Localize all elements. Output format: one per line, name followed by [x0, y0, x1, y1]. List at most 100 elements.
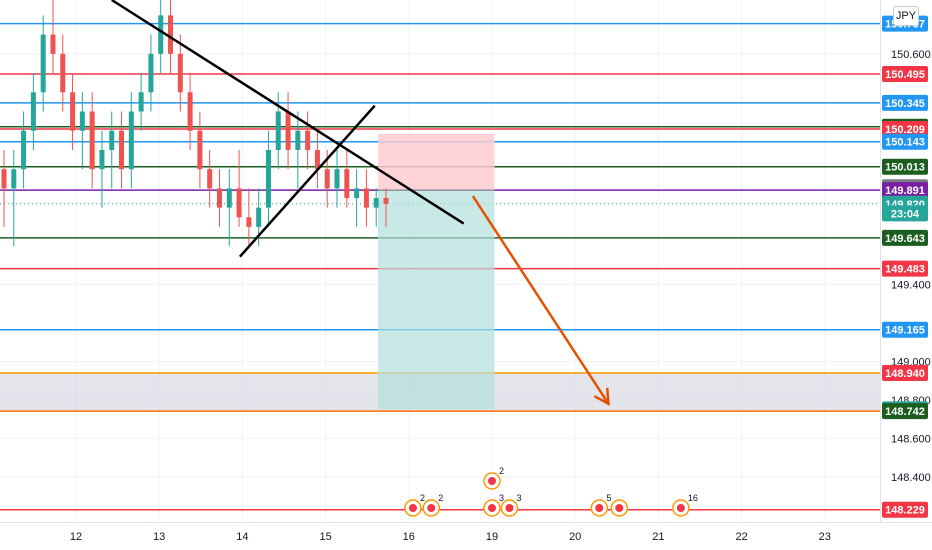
x-tick-label: 15 — [319, 531, 331, 543]
flag-icon-inner — [488, 477, 496, 485]
price-tag: 150.143 — [882, 133, 928, 150]
candle-body — [128, 111, 134, 170]
y-tick-label: 148.400 — [891, 472, 931, 484]
flag-icon-inner — [595, 504, 604, 512]
event-marker[interactable]: 5 — [590, 493, 611, 517]
event-marker[interactable]: 2 — [483, 466, 504, 490]
price-tag: 149.891 — [882, 182, 928, 199]
candle-body — [30, 92, 36, 131]
projection-arrow-shaft[interactable] — [471, 195, 610, 405]
price-tag-label: 23:04 — [891, 208, 920, 220]
candle-body — [305, 130, 311, 150]
price-tag-label: 150.345 — [885, 98, 925, 110]
price-tag-label: 150.013 — [885, 162, 925, 174]
candle-body — [187, 92, 193, 131]
candle-body — [216, 188, 222, 208]
currency-badge[interactable]: JPY — [893, 6, 919, 26]
price-tag-bg — [882, 158, 928, 175]
candle-body — [275, 111, 281, 150]
candle-body — [138, 92, 144, 112]
event-marker[interactable]: 2 — [404, 493, 425, 517]
price-tag: 149.483 — [882, 260, 928, 277]
event-marker[interactable]: 16 — [672, 493, 698, 517]
x-tick-label: 12 — [70, 531, 82, 543]
candle-body — [207, 169, 213, 189]
price-tag-label: 148.940 — [885, 368, 925, 380]
flag-icon-inner — [427, 504, 436, 512]
price-tag-bg — [882, 182, 928, 199]
price-tag-bg — [882, 121, 928, 138]
price-tag: 150.345 — [882, 94, 928, 111]
trendline[interactable] — [238, 104, 376, 258]
x-tick-label: 23 — [819, 531, 831, 543]
flag-icon-inner — [676, 504, 685, 512]
event-marker[interactable]: 3 — [500, 493, 521, 517]
x-tick-label: 20 — [569, 531, 581, 543]
flag-icon-inner — [408, 504, 417, 512]
price-tag-label: 150.143 — [885, 137, 925, 149]
price-tag-bg — [882, 321, 928, 338]
price-tag-bg — [882, 364, 928, 381]
candle-body — [21, 130, 27, 170]
candle-body — [344, 169, 350, 199]
economic-events[interactable]: 2 2 2 3 3 5 16 — [404, 466, 698, 517]
candle-body — [1, 169, 7, 189]
candle-body — [226, 188, 232, 208]
candle-body — [246, 217, 252, 227]
x-tick-label: 19 — [486, 531, 498, 543]
time-axis[interactable]: 12 13 14 15 16 19 20 21 22 23 — [0, 522, 932, 544]
candle-body — [265, 149, 271, 208]
projection-arrow-head — [593, 387, 610, 406]
flag-icon-inner — [615, 504, 624, 512]
price-tag-label: 149.483 — [885, 264, 925, 276]
x-tick-label: 21 — [652, 531, 664, 543]
x-tick-label: 13 — [153, 531, 165, 543]
candle-body — [295, 130, 301, 150]
event-marker[interactable]: 3 — [483, 493, 504, 517]
y-tick-label: 150.600 — [891, 49, 931, 61]
candle-body — [119, 130, 125, 170]
candle-body — [363, 188, 369, 208]
take-profit-zone[interactable] — [378, 190, 495, 410]
event-marker[interactable]: 2 — [422, 493, 443, 517]
candle-body — [334, 169, 340, 189]
candle-body — [256, 207, 262, 227]
price-axis[interactable]: 150.600149.400149.000148.800148.600148.4… — [880, 0, 931, 522]
candle-body — [168, 15, 174, 54]
candle-body — [79, 111, 85, 131]
price-tag-bg — [882, 66, 928, 83]
candle-body — [324, 169, 330, 189]
candle-body — [40, 34, 46, 93]
candle-body — [354, 188, 360, 199]
candle-body — [158, 15, 164, 54]
price-tag: 148.229 — [882, 501, 928, 518]
price-tag-label: 148.742 — [885, 406, 925, 418]
price-tag-bg — [882, 260, 928, 277]
event-count: 2 — [499, 466, 504, 476]
y-tick-label: 149.400 — [891, 280, 931, 292]
short-position-tool[interactable] — [378, 134, 495, 410]
candle-body — [70, 92, 76, 131]
flag-icon-inner — [505, 504, 514, 512]
price-tag: 150.495 — [882, 66, 928, 83]
y-tick-label: 148.600 — [891, 433, 931, 445]
price-tag-bg — [882, 94, 928, 111]
trendlines[interactable] — [111, 0, 465, 258]
candle-body — [11, 169, 17, 189]
candle-body — [314, 149, 320, 170]
candle-body — [60, 53, 66, 93]
x-tick-label: 14 — [236, 531, 248, 543]
price-tag-bg — [882, 205, 928, 222]
price-tag-bg — [882, 403, 928, 420]
candle-body — [99, 149, 105, 170]
event-count: 2 — [420, 493, 425, 503]
price-tag: 23:04 — [882, 205, 928, 222]
candle-body — [50, 34, 56, 54]
trendline[interactable] — [111, 0, 465, 225]
projection-arrow[interactable] — [471, 195, 610, 406]
candle-body — [373, 198, 379, 208]
event-marker[interactable] — [610, 499, 629, 517]
price-tag: 148.742 — [882, 403, 928, 420]
